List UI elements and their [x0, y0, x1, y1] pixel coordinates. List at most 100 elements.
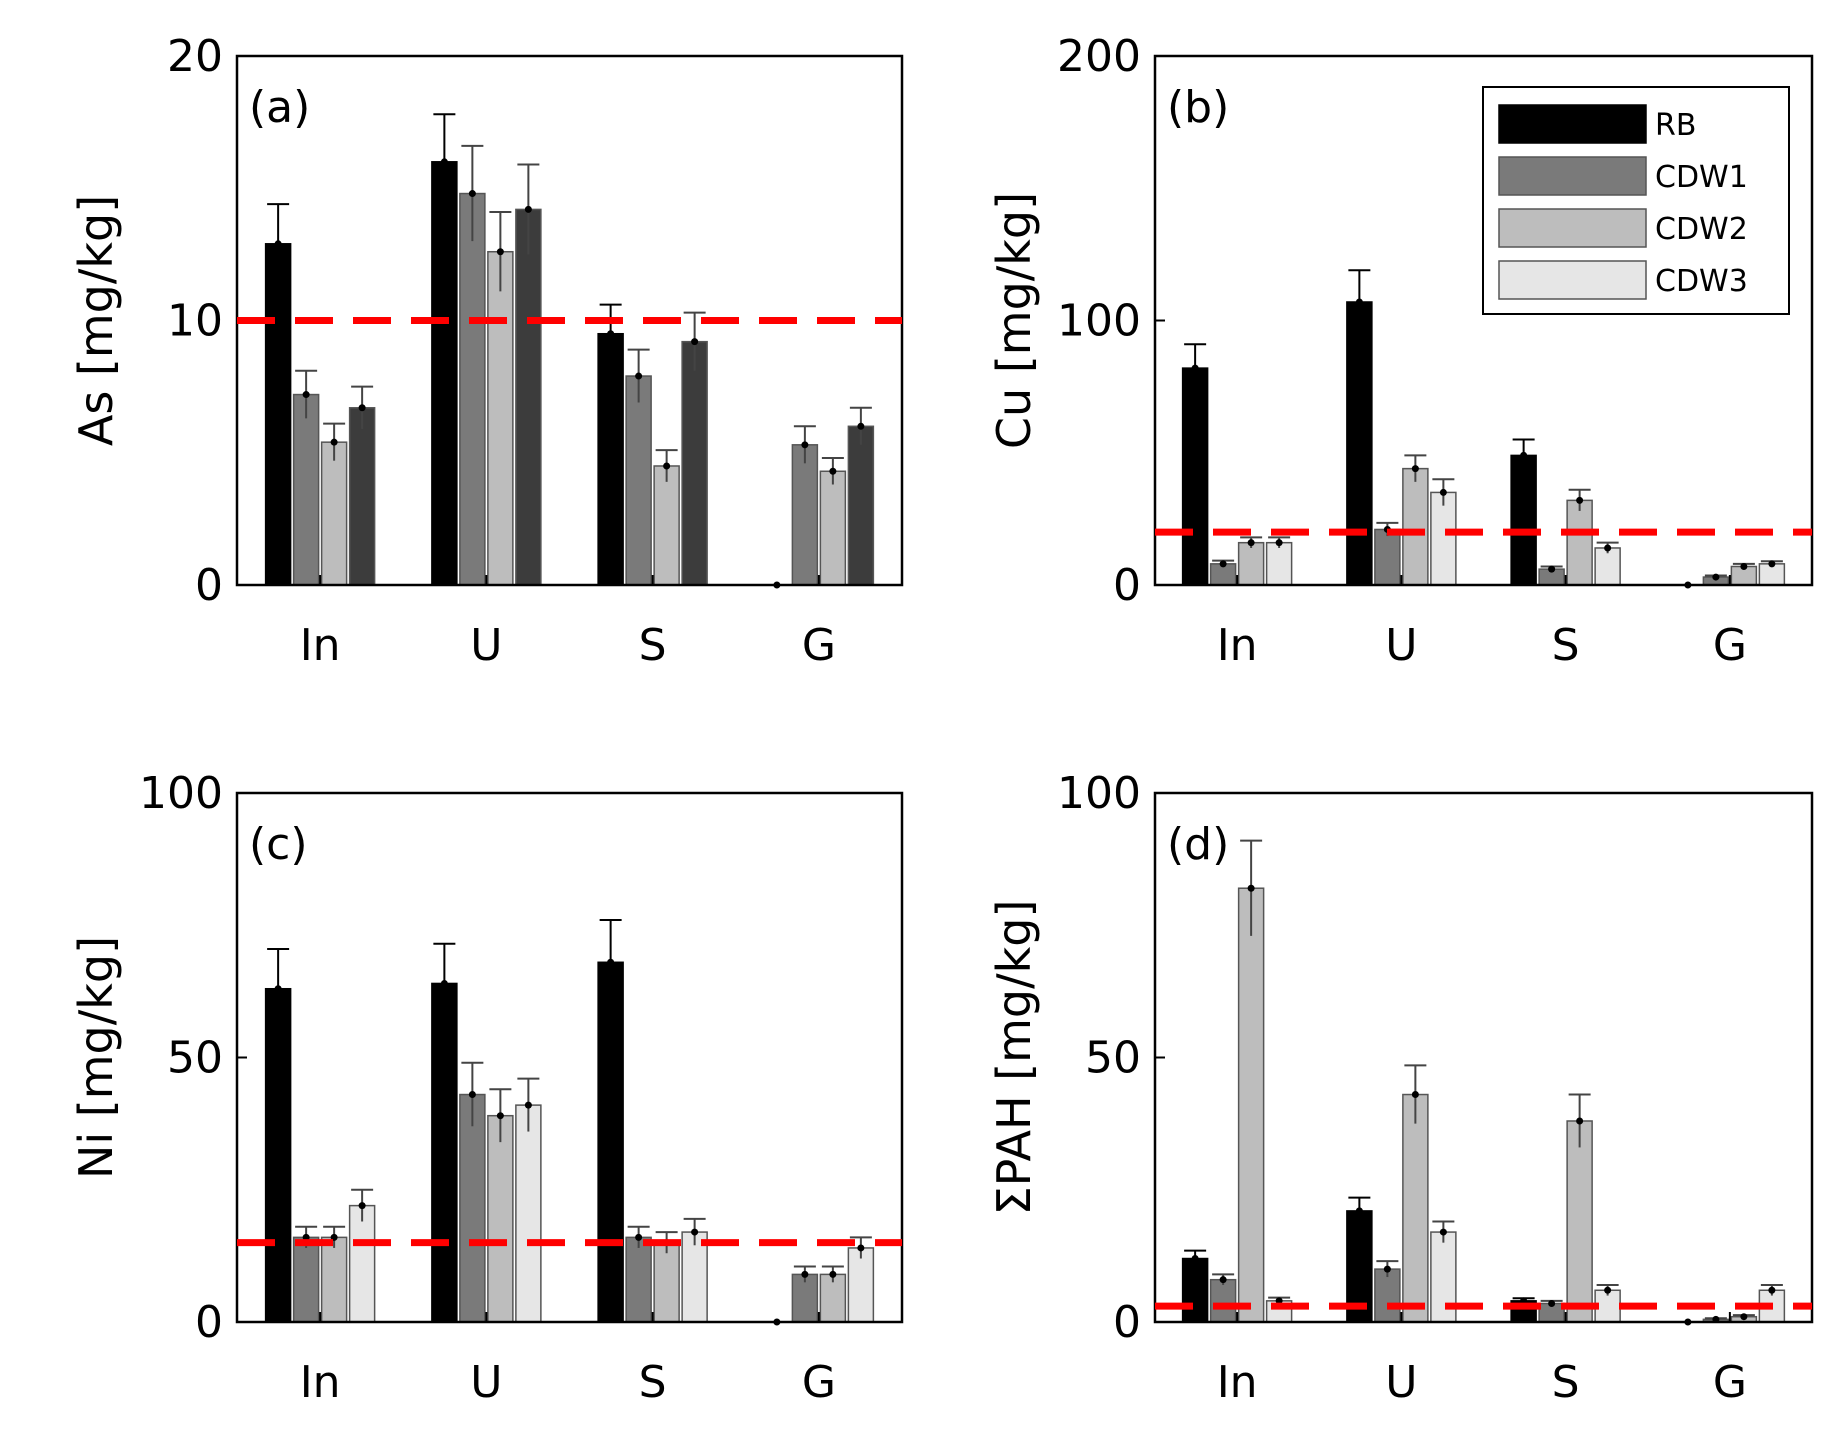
mean-marker-CDW2-In: [330, 438, 338, 446]
bar-CDW2-U: [487, 250, 514, 586]
bar-RB-U: [431, 982, 458, 1323]
mean-marker-CDW2-U: [1411, 465, 1419, 473]
mean-marker-CDW1-In: [1219, 560, 1227, 568]
mean-marker-CDW2-S: [663, 462, 671, 470]
legend: RB CDW1 CDW2 CDW3: [1482, 86, 1790, 315]
y-tick-label: 0: [1113, 560, 1141, 611]
mean-marker-CDW2-In: [1247, 884, 1255, 892]
bar-CDW2-S: [1566, 1120, 1593, 1323]
mean-marker-CDW3-In: [1275, 539, 1283, 547]
chart-panel-a: 0 10 20 In U S G As [mg/kg] (a): [69, 31, 904, 671]
bar-RB-U: [431, 161, 458, 586]
bar-CDW2-S: [653, 465, 680, 586]
bar-RB-S: [1510, 454, 1537, 586]
bar-CDW1-In: [1209, 1278, 1237, 1323]
bar-CDW1-U: [459, 1093, 486, 1323]
mean-marker-CDW3-U: [524, 205, 532, 213]
y-axis-label: As [mg/kg]: [69, 195, 123, 446]
chart-panel-d: 0 50 100 In U S G ΣPAH [mg/kg] (d): [987, 768, 1814, 1408]
panel-label: (b): [1167, 82, 1229, 133]
bar-CDW1-U: [459, 192, 486, 586]
bar-CDW2-In: [320, 1236, 348, 1323]
mean-marker-RB-U: [440, 158, 448, 166]
mean-marker-RB-In: [274, 985, 282, 993]
legend-swatch-RB: [1498, 104, 1647, 144]
mean-marker-CDW3-U: [1439, 488, 1447, 496]
bar-RB-In: [264, 987, 292, 1323]
bar-CDW2-In: [1237, 887, 1265, 1323]
mean-marker-CDW2-In: [1247, 539, 1255, 547]
mean-marker-CDW2-G: [829, 1270, 837, 1278]
mean-marker-CDW2-S: [1576, 496, 1584, 504]
bar-CDW2-In: [1237, 541, 1265, 586]
bar-CDW3-U: [515, 1104, 542, 1323]
bar-CDW3-S: [1594, 547, 1621, 586]
x-tick-label: G: [802, 620, 836, 671]
bar-RB-S: [597, 332, 624, 586]
bar-CDW1-In: [292, 1236, 320, 1323]
y-axis-label: Cu [mg/kg]: [987, 192, 1041, 449]
bar-CDW3-G: [847, 1247, 875, 1323]
bar-RB-S: [597, 961, 624, 1323]
mean-marker-CDW3-G: [1768, 1286, 1776, 1294]
bar-CDW2-G: [819, 470, 847, 586]
mean-marker-CDW1-S: [1548, 565, 1556, 573]
legend-label-CDW2: CDW2: [1655, 212, 1748, 247]
mean-marker-RB-In: [274, 240, 282, 248]
mean-marker-CDW3-U: [524, 1101, 532, 1109]
mean-marker-CDW1-U: [468, 1091, 476, 1099]
bar-RB-In: [1181, 1257, 1209, 1323]
mean-marker-RB-U: [1355, 298, 1363, 306]
x-tick-label: S: [1552, 1357, 1580, 1408]
y-tick-label: 200: [1057, 31, 1141, 82]
mean-marker-RB-S: [1520, 451, 1528, 459]
mean-marker-CDW1-G: [801, 1270, 809, 1278]
bar-CDW2-U: [487, 1114, 514, 1323]
bar-CDW1-G: [791, 444, 819, 586]
y-tick-label: 50: [1085, 1033, 1141, 1084]
legend-label-CDW1: CDW1: [1655, 160, 1748, 195]
mean-marker-CDW1-U: [468, 190, 476, 198]
y-tick-label: 100: [1057, 768, 1141, 819]
x-tick-label: U: [470, 1357, 502, 1408]
mean-marker-CDW3-G: [1768, 560, 1776, 568]
mean-marker-CDW3-S: [1604, 1286, 1612, 1294]
y-axis-label: Ni [mg/kg]: [69, 936, 123, 1179]
x-tick-label: G: [802, 1357, 836, 1408]
bar-CDW2-S: [653, 1241, 680, 1323]
mean-marker-CDW3-In: [358, 404, 366, 412]
mean-marker-CDW3-S: [1604, 544, 1612, 552]
panel-label: (a): [249, 82, 310, 133]
y-tick-label: 50: [167, 1033, 223, 1084]
mean-marker-CDW2-G: [829, 467, 837, 475]
x-tick-label: G: [1713, 1357, 1747, 1408]
x-tick-label: In: [300, 1357, 341, 1408]
bar-CDW1-S: [625, 1236, 652, 1323]
bar-CDW3-S: [681, 340, 708, 586]
y-tick-label: 20: [167, 31, 223, 82]
mean-marker-RB-S: [607, 958, 615, 966]
x-tick-label: In: [300, 620, 341, 671]
y-axis-label: ΣPAH [mg/kg]: [987, 900, 1041, 1216]
mean-marker-CDW2-G: [1740, 1313, 1748, 1321]
mean-marker-CDW3-G: [857, 1244, 865, 1252]
y-tick-label: 0: [195, 560, 223, 611]
mean-marker-CDW2-In: [330, 1233, 338, 1241]
bar-CDW1-In: [292, 393, 320, 586]
mean-marker-CDW3-In: [1275, 1297, 1283, 1305]
mean-marker-CDW3-S: [691, 338, 699, 346]
mean-marker-RB-U: [1355, 1207, 1363, 1215]
y-tick-label: 100: [139, 768, 223, 819]
mean-marker-CDW1-G: [1712, 573, 1720, 581]
mean-marker-CDW2-U: [496, 1112, 504, 1120]
mean-marker-CDW2-S: [1576, 1117, 1584, 1125]
mean-marker-RB-In: [1191, 364, 1199, 372]
x-tick-label: In: [1217, 620, 1258, 671]
chart-panel-b: 0 100 200 In U S G Cu [mg/kg] (b) RB CDW1 CDW2 CDW3: [987, 31, 1814, 671]
x-tick-label: U: [1385, 1357, 1417, 1408]
panel-label: (d): [1167, 819, 1229, 870]
bar-CDW1-U: [1374, 528, 1401, 586]
y-tick-label: 100: [1057, 296, 1141, 347]
bar-RB-U: [1346, 301, 1373, 586]
